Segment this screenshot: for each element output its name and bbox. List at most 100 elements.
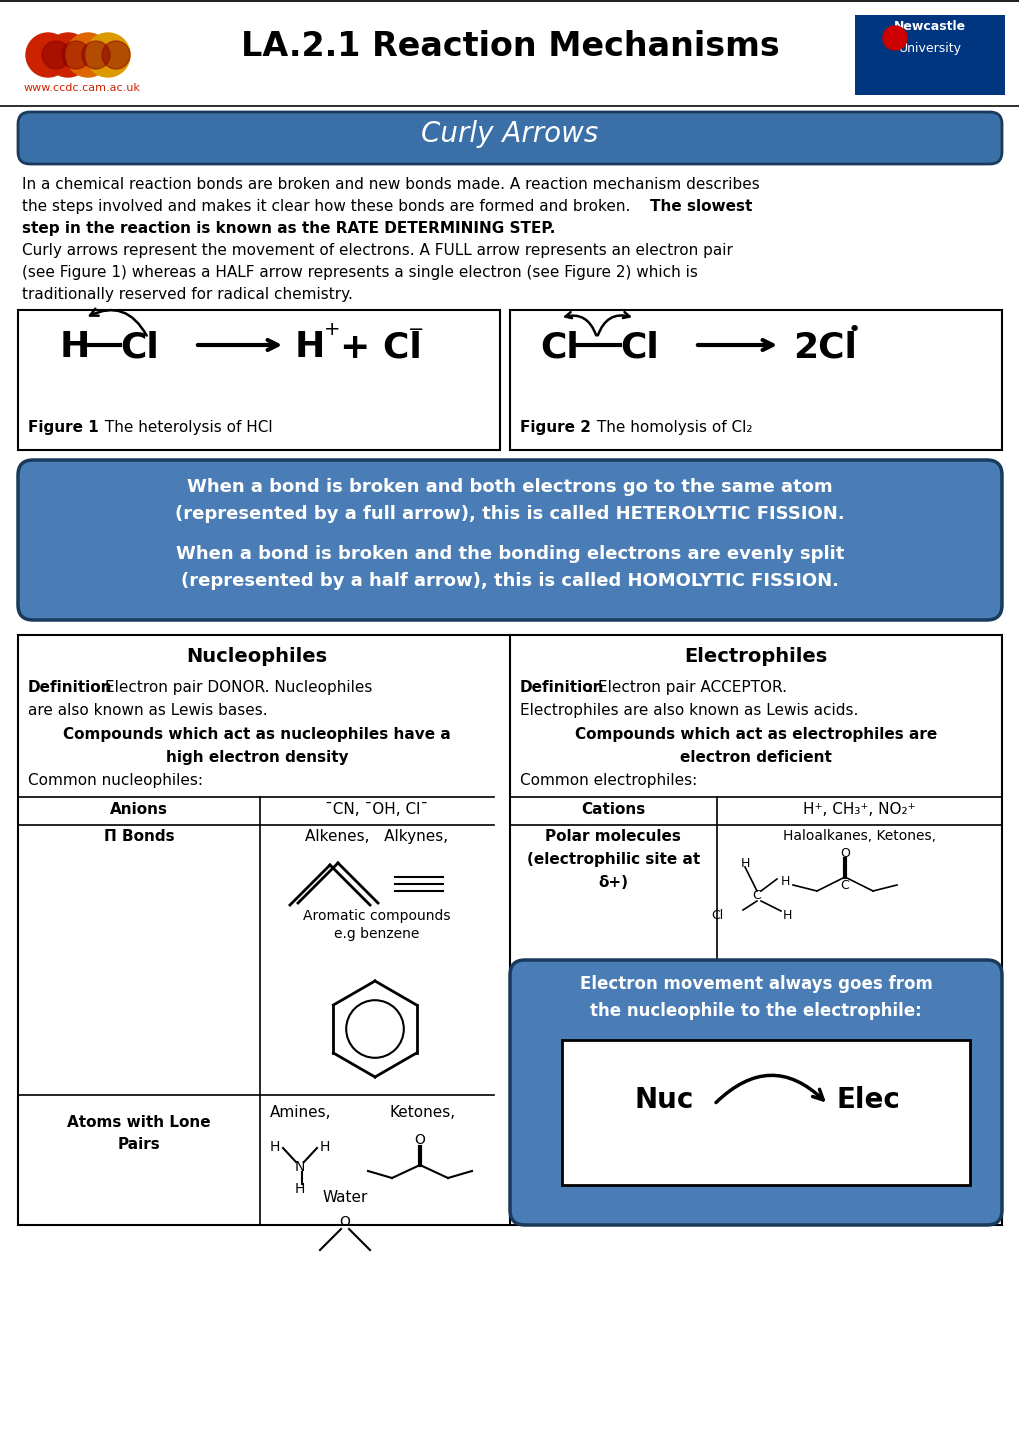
Text: The heterolysis of HCl: The heterolysis of HCl: [100, 420, 272, 435]
Text: Cl: Cl: [539, 330, 578, 363]
Text: H: H: [740, 857, 749, 870]
Text: Elec: Elec: [836, 1086, 899, 1115]
Bar: [561, 1040, 969, 1185]
Text: the nucleophile to the electrophile:: the nucleophile to the electrophile:: [590, 1002, 921, 1019]
Text: O: O: [339, 1216, 351, 1229]
Text: H: H: [782, 908, 791, 921]
Text: traditionally reserved for radical chemistry.: traditionally reserved for radical chemi…: [22, 287, 353, 301]
Text: Pairs: Pairs: [117, 1136, 160, 1152]
Text: H: H: [294, 330, 325, 363]
Text: + Cl: + Cl: [339, 330, 421, 363]
Circle shape: [82, 40, 110, 69]
Text: (represented by a full arrow), this is called HETEROLYTIC FISSION.: (represented by a full arrow), this is c…: [175, 505, 844, 523]
Text: Aromatic compounds: Aromatic compounds: [303, 908, 450, 923]
Text: (represented by a half arrow), this is called HOMOLYTIC FISSION.: (represented by a half arrow), this is c…: [180, 572, 839, 590]
Circle shape: [882, 26, 906, 50]
Text: O: O: [840, 846, 849, 859]
Text: H: H: [60, 330, 91, 363]
Text: Nucleophiles: Nucleophiles: [186, 647, 327, 666]
Text: Definition: Definition: [28, 681, 112, 695]
Circle shape: [102, 40, 129, 69]
Text: Alcohols: Alcohols: [581, 1015, 645, 1030]
Text: Electrophiles: Electrophiles: [684, 647, 826, 666]
Text: H: H: [780, 1097, 789, 1110]
Text: The homolysis of Cl₂: The homolysis of Cl₂: [591, 420, 752, 435]
Text: C: C: [745, 1077, 754, 1090]
Text: H: H: [780, 875, 789, 888]
Text: 2Cl: 2Cl: [792, 330, 856, 363]
Text: δ+): δ+): [598, 875, 628, 890]
Text: Electron movement always goes from: Electron movement always goes from: [579, 975, 931, 994]
Text: When a bond is broken and the bonding electrons are evenly split: When a bond is broken and the bonding el…: [175, 545, 844, 562]
Text: Anions: Anions: [110, 802, 168, 818]
Bar: [510, 634, 1001, 1226]
FancyArrowPatch shape: [565, 311, 595, 336]
Circle shape: [62, 40, 90, 69]
Text: HO: HO: [707, 1097, 727, 1110]
Text: When a bond is broken and both electrons go to the same atom: When a bond is broken and both electrons…: [187, 477, 832, 496]
Text: N: N: [294, 1159, 305, 1174]
Text: www.ccdc.cam.ac.uk: www.ccdc.cam.ac.uk: [23, 84, 141, 92]
Text: Polar molecules: Polar molecules: [545, 829, 681, 844]
Text: The slowest: The slowest: [649, 199, 752, 213]
Circle shape: [86, 33, 129, 76]
Circle shape: [66, 33, 110, 76]
Text: Curly arrows represent the movement of electrons. A FULL arrow represents an ele: Curly arrows represent the movement of e…: [22, 244, 733, 258]
Text: are also known as Lewis bases.: are also known as Lewis bases.: [28, 704, 267, 718]
Text: H⁺, CH₃⁺, NO₂⁺: H⁺, CH₃⁺, NO₂⁺: [802, 802, 915, 818]
Circle shape: [46, 33, 90, 76]
FancyBboxPatch shape: [18, 460, 1001, 620]
FancyBboxPatch shape: [18, 112, 1001, 164]
Text: (see Figure 1) whereas a HALF arrow represents a single electron (see Figure 2) : (see Figure 1) whereas a HALF arrow repr…: [22, 265, 697, 280]
Text: Water: Water: [322, 1190, 367, 1206]
Bar: [18, 634, 512, 1226]
Text: the steps involved and makes it clear how these bonds are formed and broken.: the steps involved and makes it clear ho…: [22, 199, 635, 213]
Text: −: −: [408, 320, 424, 339]
Text: C: C: [840, 880, 849, 893]
Text: step in the reaction is known as the RATE DETERMINING STEP.: step in the reaction is known as the RAT…: [22, 221, 554, 236]
Text: Compounds which act as electrophiles are: Compounds which act as electrophiles are: [575, 727, 936, 743]
Text: Figure 2: Figure 2: [520, 420, 590, 435]
Circle shape: [42, 40, 70, 69]
Text: ¯CN, ¯OH, Cl¯: ¯CN, ¯OH, Cl¯: [325, 802, 428, 818]
Text: Amines,: Amines,: [270, 1105, 331, 1120]
Text: high electron density: high electron density: [165, 750, 347, 766]
Text: Ketones,: Ketones,: [389, 1105, 455, 1120]
Text: : Electron pair DONOR. Nucleophiles: : Electron pair DONOR. Nucleophiles: [95, 681, 372, 695]
FancyArrowPatch shape: [597, 311, 629, 336]
Text: e.g benzene: e.g benzene: [334, 927, 419, 942]
Text: Nuc: Nuc: [634, 1086, 693, 1115]
Text: Definition: Definition: [520, 681, 604, 695]
Text: H: H: [320, 1141, 330, 1154]
Text: University: University: [898, 42, 961, 55]
Text: Cl: Cl: [620, 330, 658, 363]
Text: Common nucleophiles:: Common nucleophiles:: [28, 773, 203, 787]
Text: H: H: [294, 1182, 305, 1195]
Bar: [854, 14, 1004, 95]
Text: C: C: [752, 890, 760, 903]
Text: : Electron pair ACCEPTOR.: : Electron pair ACCEPTOR.: [587, 681, 787, 695]
Bar: [18, 310, 499, 450]
Text: LA.2.1 Reaction Mechanisms: LA.2.1 Reaction Mechanisms: [240, 30, 779, 63]
FancyArrowPatch shape: [715, 1076, 822, 1103]
Bar: [0, 105, 1019, 107]
Text: Π Bonds: Π Bonds: [104, 829, 174, 844]
Text: H: H: [270, 1141, 280, 1154]
Text: (electrophilic site at: (electrophilic site at: [526, 852, 699, 867]
Text: Atoms with Lone: Atoms with Lone: [67, 1115, 211, 1131]
FancyArrowPatch shape: [90, 309, 147, 336]
Bar: [510, 310, 1001, 450]
Text: H: H: [764, 1060, 773, 1073]
Text: Cations: Cations: [581, 802, 645, 818]
Bar: [0, 0, 1019, 1]
Text: Compounds which act as nucleophiles have a: Compounds which act as nucleophiles have…: [63, 727, 450, 743]
Text: Common electrophiles:: Common electrophiles:: [520, 773, 697, 787]
Text: Alkenes,   Alkynes,: Alkenes, Alkynes,: [305, 829, 448, 844]
FancyBboxPatch shape: [510, 960, 1001, 1226]
Text: In a chemical reaction bonds are broken and new bonds made. A reaction mechanism: In a chemical reaction bonds are broken …: [22, 177, 759, 192]
Text: •: •: [847, 320, 860, 340]
Text: electron deficient: electron deficient: [680, 750, 832, 766]
Text: Electrophiles are also known as Lewis acids.: Electrophiles are also known as Lewis ac…: [520, 704, 858, 718]
Text: Newcastle: Newcastle: [893, 20, 965, 33]
Text: H: H: [725, 1045, 734, 1058]
